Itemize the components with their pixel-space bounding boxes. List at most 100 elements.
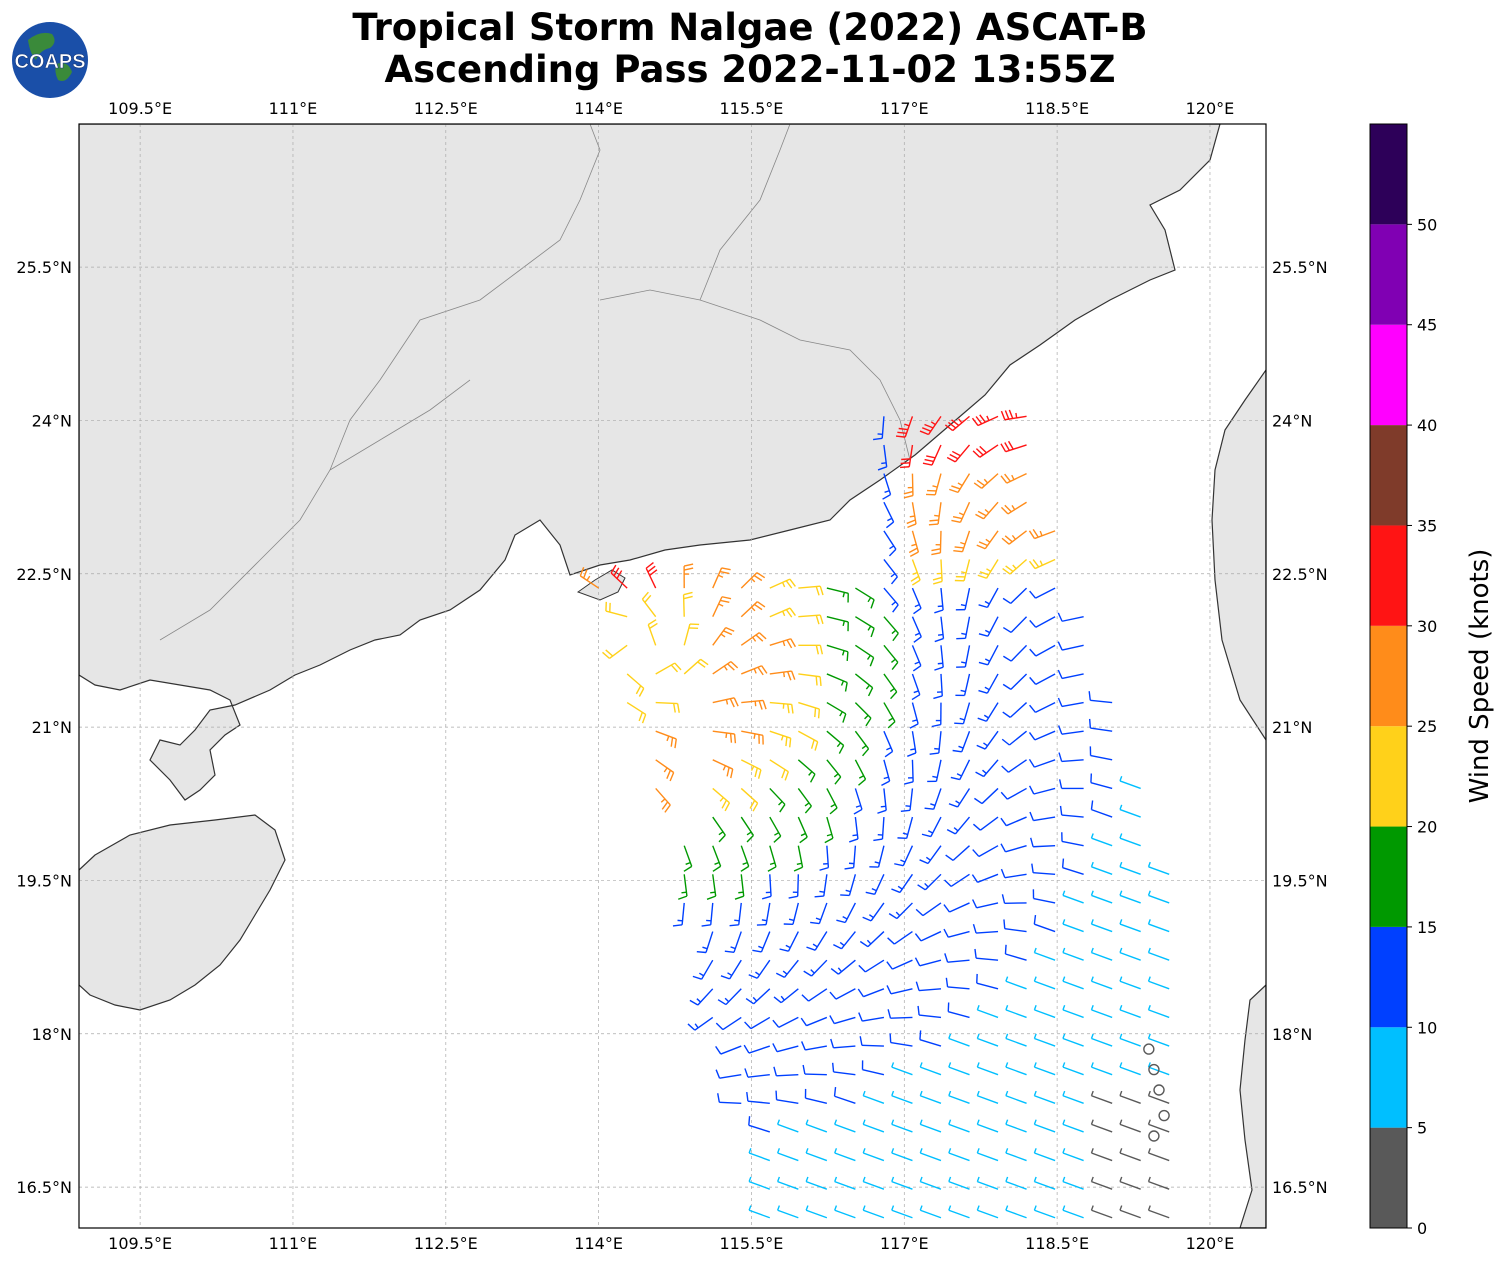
lat-tick-label: 19.5°N [1272, 871, 1328, 890]
wind-barb [855, 587, 875, 609]
wind-barb [1119, 861, 1141, 875]
colorbar-label: Wind Speed (knots) [1465, 549, 1495, 804]
wind-barb [883, 616, 899, 642]
calm-marker [1158, 1109, 1170, 1122]
wind-barb [748, 1116, 771, 1133]
wind-barb [1090, 890, 1113, 904]
wind-barb [777, 1205, 799, 1219]
wind-barb [805, 1119, 828, 1133]
wind-barb [1062, 1148, 1084, 1162]
wind-barb [1000, 843, 1027, 853]
wind-barb [853, 788, 863, 815]
wind-barb [955, 673, 971, 697]
wind-barb [715, 1069, 742, 1079]
calm-marker [1153, 1084, 1165, 1096]
wind-barb [948, 1119, 970, 1133]
wind-barb [712, 596, 732, 618]
wind-barb [1147, 1148, 1170, 1162]
wind-barb [1090, 976, 1113, 990]
map-frame [78, 123, 1267, 1229]
wind-barb [744, 1068, 770, 1078]
wind-barb [972, 924, 999, 934]
wind-barb [1000, 472, 1027, 484]
wind-barb [756, 902, 771, 926]
wind-barb [883, 644, 899, 671]
wind-barb [1119, 1033, 1141, 1047]
wind-barb [1090, 919, 1113, 933]
colorbar-segment [1370, 124, 1407, 225]
wind-barb [1119, 1062, 1141, 1076]
wind-barb [805, 1176, 828, 1190]
wind-barb [1005, 1090, 1027, 1104]
wind-barb [928, 502, 942, 526]
wind-barb [655, 787, 671, 813]
wind-barb [715, 1045, 742, 1055]
wind-barb [1090, 800, 1113, 818]
wind-barb [932, 559, 943, 585]
wind-barb [907, 731, 917, 757]
wind-barb [906, 502, 917, 529]
wind-barb [1059, 805, 1084, 818]
colorbar-tick-label: 35 [1417, 516, 1437, 535]
wind-barb [1001, 759, 1027, 773]
wind-barb [712, 730, 737, 744]
wind-barb [1057, 612, 1084, 622]
wind-barb [889, 1033, 913, 1047]
wind-barb [1119, 1205, 1141, 1219]
wind-barb [1002, 558, 1028, 575]
wind-barb [900, 444, 914, 469]
wind-barb [1147, 1033, 1170, 1047]
wind-barb [833, 1086, 856, 1104]
wind-barb [887, 1009, 913, 1019]
wind-barb [1119, 976, 1141, 990]
wind-barb [883, 559, 898, 585]
wind-barb [647, 619, 658, 646]
wind-barb [720, 959, 742, 980]
wind-barb [978, 616, 999, 637]
wind-barb [1000, 868, 1027, 879]
wind-barb [1033, 914, 1056, 933]
wind-barb [1090, 1205, 1113, 1219]
wind-barb [948, 1090, 970, 1104]
wind-barbs [579, 409, 1170, 1219]
wind-barb [976, 1062, 999, 1076]
gridlines [79, 124, 1266, 1228]
land-luzon [1239, 984, 1266, 1228]
colorbar-segment [1370, 425, 1407, 526]
wind-barb [1004, 944, 1027, 961]
wind-barb [1147, 1119, 1170, 1133]
wind-barb [952, 730, 971, 753]
lon-tick-label: 117°E [880, 1234, 929, 1253]
lat-tick-labels-right: 16.5°N 18°N 19.5°N 21°N 22.5°N 24°N 25.5°N [1272, 258, 1328, 1197]
wind-barb [862, 1205, 885, 1219]
wind-barb [1062, 1090, 1084, 1104]
wind-barb [806, 931, 828, 951]
wind-barb [1000, 409, 1027, 421]
wind-barb [854, 702, 872, 727]
wind-barb [734, 874, 745, 900]
wind-barb [602, 644, 628, 659]
lat-tick-label: 21°N [1272, 718, 1312, 737]
colorbar-tick-label: 45 [1417, 316, 1437, 335]
lon-tick-label: 112.5°E [414, 1234, 478, 1253]
wind-barb [769, 578, 796, 589]
wind-barb [862, 1176, 885, 1190]
wind-barb [1147, 947, 1170, 961]
wind-barb [1090, 1148, 1113, 1162]
wind-barb [891, 873, 914, 894]
wind-barb [1147, 1090, 1170, 1104]
wind-barb [1062, 1033, 1084, 1047]
wind-barb [924, 788, 942, 810]
wind-barb [810, 902, 828, 925]
wind-barb [769, 787, 786, 813]
wind-barb [824, 816, 834, 844]
wind-barb [761, 874, 772, 900]
wind-barb [805, 1205, 828, 1219]
lon-tick-label: 120°E [1186, 1234, 1235, 1253]
wind-barb [1033, 1148, 1056, 1162]
wind-barb [854, 673, 874, 697]
wind-barb [873, 416, 885, 441]
wind-barb [741, 730, 764, 745]
wind-barb [826, 701, 847, 723]
wind-barb [976, 730, 999, 750]
